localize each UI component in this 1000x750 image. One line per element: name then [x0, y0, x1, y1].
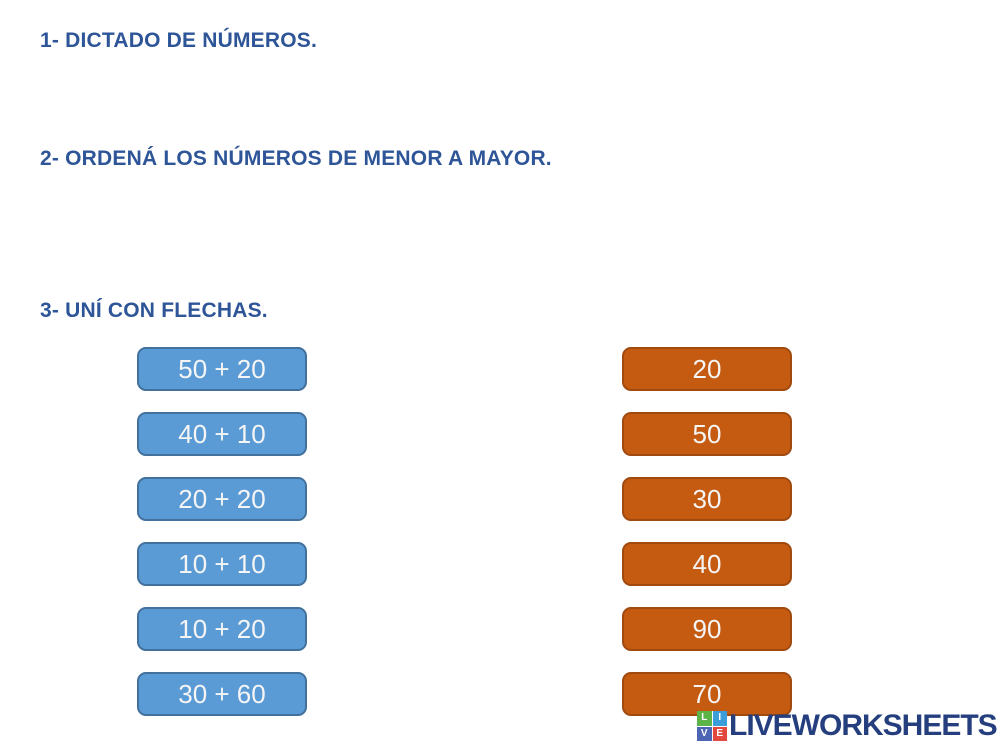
- result-box[interactable]: 50: [622, 412, 792, 456]
- liveworksheets-wordmark: LIVEWORKSHEETS: [729, 709, 998, 742]
- result-box[interactable]: 30: [622, 477, 792, 521]
- exercise-2-heading: 2- ORDENÁ LOS NÚMEROS DE MENOR A MAYOR.: [40, 147, 552, 170]
- result-box[interactable]: 70: [622, 672, 792, 716]
- logo-tile-l: L: [697, 711, 712, 726]
- result-box[interactable]: 20: [622, 347, 792, 391]
- liveworksheets-icon: L I V E: [697, 711, 727, 741]
- sums-column: 50 + 20 40 + 10 20 + 20 10 + 10 10 + 20 …: [137, 347, 307, 737]
- sum-box[interactable]: 40 + 10: [137, 412, 307, 456]
- liveworksheets-logo[interactable]: L I V E LIVEWORKSHEETS: [697, 709, 998, 742]
- exercise-1-heading: 1- DICTADO DE NÚMEROS.: [40, 29, 318, 52]
- sum-box[interactable]: 50 + 20: [137, 347, 307, 391]
- sum-box[interactable]: 10 + 10: [137, 542, 307, 586]
- result-box[interactable]: 90: [622, 607, 792, 651]
- logo-tile-v: V: [697, 726, 712, 741]
- sum-box[interactable]: 20 + 20: [137, 477, 307, 521]
- sum-box[interactable]: 30 + 60: [137, 672, 307, 716]
- logo-tile-e: E: [712, 726, 727, 741]
- exercise-3-heading: 3- UNÍ CON FLECHAS.: [40, 299, 268, 322]
- sum-box[interactable]: 10 + 20: [137, 607, 307, 651]
- logo-tile-i: I: [712, 711, 727, 726]
- result-box[interactable]: 40: [622, 542, 792, 586]
- results-column: 20 50 30 40 90 70: [622, 347, 792, 737]
